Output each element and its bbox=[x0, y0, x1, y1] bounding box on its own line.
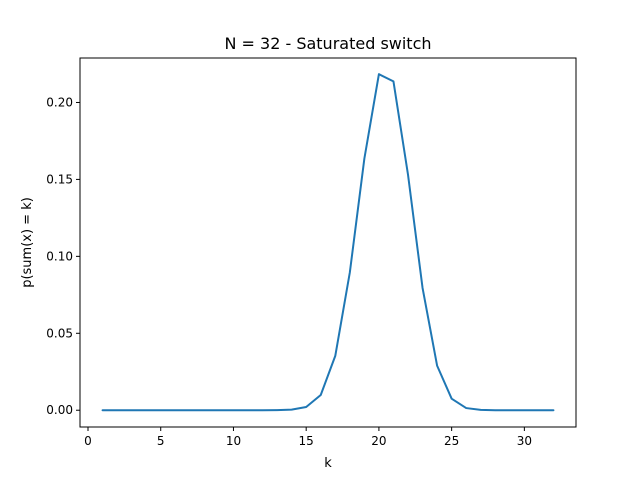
x-axis-ticks: 0 5 10 15 20 25 30 bbox=[84, 427, 532, 448]
y-tick-label: 0.10 bbox=[46, 249, 73, 263]
plot-frame bbox=[79, 57, 577, 428]
series-line bbox=[101, 73, 555, 412]
y-axis-ticks: 0.00 0.05 0.10 0.15 0.20 bbox=[46, 95, 80, 417]
x-axis-label: k bbox=[324, 456, 332, 471]
y-tick-label: 0.00 bbox=[46, 403, 73, 417]
x-tick-label: 5 bbox=[157, 434, 165, 448]
y-tick-label: 0.15 bbox=[46, 172, 73, 186]
x-tick-label: 30 bbox=[517, 434, 532, 448]
chart-title: N = 32 - Saturated switch bbox=[224, 34, 431, 53]
plot-area bbox=[101, 73, 555, 412]
x-tick-label: 15 bbox=[299, 434, 314, 448]
y-axis-label: p(sum(x) = k) bbox=[20, 197, 35, 288]
x-tick-label: 25 bbox=[444, 434, 459, 448]
x-tick-label: 10 bbox=[226, 434, 241, 448]
x-tick-label: 20 bbox=[371, 434, 386, 448]
y-tick-label: 0.05 bbox=[46, 326, 73, 340]
x-tick-label: 0 bbox=[84, 434, 92, 448]
y-tick-label: 0.20 bbox=[46, 95, 73, 109]
